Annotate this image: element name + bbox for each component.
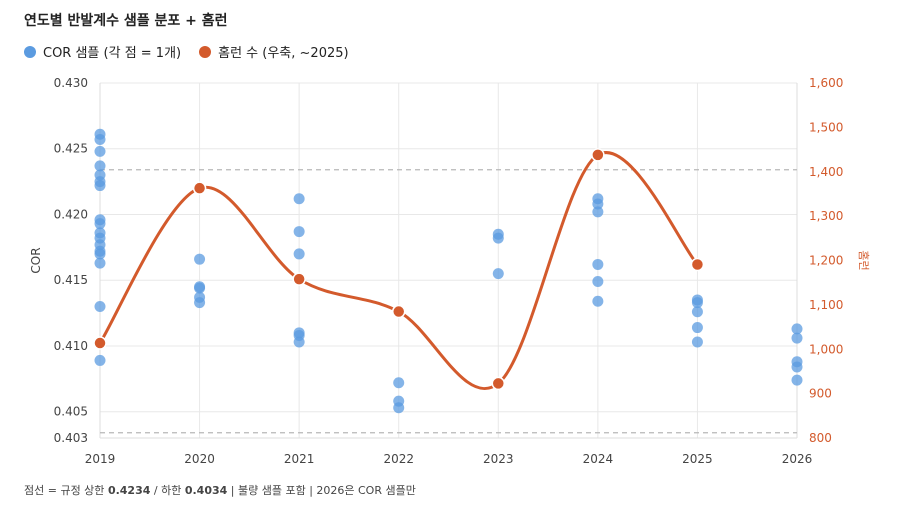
x-tick-label: 2025 [682, 452, 713, 466]
legend-label-homeruns: 홈런 수 (우축, ~2025) [218, 46, 349, 61]
cor-sample-point [293, 248, 305, 260]
y-right-tick-label: 800 [809, 431, 832, 445]
y-left-tick-label: 0.425 [54, 142, 88, 156]
y-left-tick-label: 0.403 [54, 431, 88, 445]
cor-sample-point [94, 145, 106, 157]
footnote-suffix: | 불량 샘플 포함 | 2026은 COR 샘플만 [227, 484, 416, 497]
homerun-point [491, 376, 506, 391]
x-tick-label: 2020 [184, 452, 215, 466]
legend-label-cor: COR 샘플 (각 점 = 1개) [43, 46, 182, 61]
y-right-tick-label: 1,500 [809, 120, 843, 134]
x-tick-label: 2021 [284, 452, 315, 466]
x-tick-label: 2019 [85, 452, 116, 466]
y-right-tick-label: 1,000 [809, 342, 843, 356]
y-right-tick-label: 1,600 [809, 76, 843, 90]
cor-sample-point [94, 218, 106, 230]
cor-sample-point [293, 336, 305, 348]
x-tick-label: 2022 [383, 452, 414, 466]
y-left-tick-label: 0.430 [54, 76, 88, 90]
cor-sample-point [393, 377, 405, 389]
homerun-point [292, 272, 306, 286]
y-left-tick-label: 0.420 [54, 207, 88, 221]
y-right-tick-label: 1,300 [809, 209, 843, 223]
cor-sample-point [791, 361, 803, 373]
y-right-tick-label: 1,100 [809, 298, 843, 312]
footnote-lower-value: 0.4034 [184, 484, 228, 497]
y-left-tick-label: 0.405 [54, 405, 88, 419]
footnote: 점선 = 규정 상한 0.4234 / 하한 0.4034 | 불량 샘플 포함… [24, 482, 416, 498]
cor-sample-point [691, 297, 703, 309]
cor-sample-point [94, 257, 106, 269]
y-left-tick-label: 0.415 [54, 273, 88, 287]
y-right-axis-title: 홈런 [857, 250, 871, 270]
cor-sample-point [791, 374, 803, 386]
cor-sample-point [94, 180, 106, 192]
homerun-point [192, 181, 207, 195]
y-right-tick-label: 1,200 [809, 254, 843, 268]
cor-sample-point [94, 354, 106, 366]
cor-sample-point [592, 276, 604, 288]
homerun-point [391, 304, 406, 319]
chart-title: 연도별 반발계수 샘플 분포 + 홈런 [24, 13, 228, 29]
cor-sample-point [691, 306, 703, 318]
y-right-tick-label: 1,400 [809, 165, 843, 179]
cor-sample-point [94, 160, 106, 172]
x-tick-label: 2024 [583, 452, 614, 466]
y-right-tick-label: 900 [809, 387, 832, 401]
cor-sample-point [592, 258, 604, 270]
y-left-tick-label: 0.410 [54, 339, 88, 353]
cor-sample-point [592, 198, 604, 210]
cor-sample-point [194, 297, 206, 309]
cor-sample-point [691, 336, 703, 348]
x-tick-label: 2026 [782, 452, 813, 466]
cor-sample-point [492, 268, 504, 280]
homerun-legend-marker [199, 45, 212, 58]
cor-sample-point [691, 322, 703, 334]
cor-sample-point [791, 323, 803, 335]
homerun-point [93, 336, 107, 350]
cor-sample-point [194, 282, 206, 294]
x-tick-label: 2023 [483, 452, 514, 466]
cor-sample-point [293, 226, 305, 238]
cor-sample-point [791, 332, 803, 344]
footnote-prefix: 점선 = 규정 상한 [24, 484, 108, 497]
y-left-axis-title: COR [29, 247, 43, 273]
cor-sample-point [293, 193, 305, 205]
cor-legend-marker [24, 45, 36, 58]
cor-sample-point [393, 402, 405, 414]
cor-sample-point [492, 232, 504, 244]
legend-item-homeruns: 홈런 수 (우축, ~2025) [199, 42, 349, 61]
cor-sample-point [94, 301, 106, 313]
footnote-mid: / 하한 [150, 484, 185, 497]
legend: COR 샘플 (각 점 = 1개) 홈런 수 (우축, ~2025) [24, 42, 349, 61]
cor-sample-point [94, 134, 106, 146]
cor-sample-point [592, 295, 604, 307]
cor-sample-point [194, 253, 206, 265]
footnote-upper-value: 0.4234 [107, 484, 151, 497]
legend-item-cor: COR 샘플 (각 점 = 1개) [24, 42, 181, 61]
cor-sample-point [94, 248, 106, 260]
homerun-point [591, 148, 605, 162]
cor-sample-point [592, 206, 604, 218]
homerun-point [690, 257, 705, 272]
